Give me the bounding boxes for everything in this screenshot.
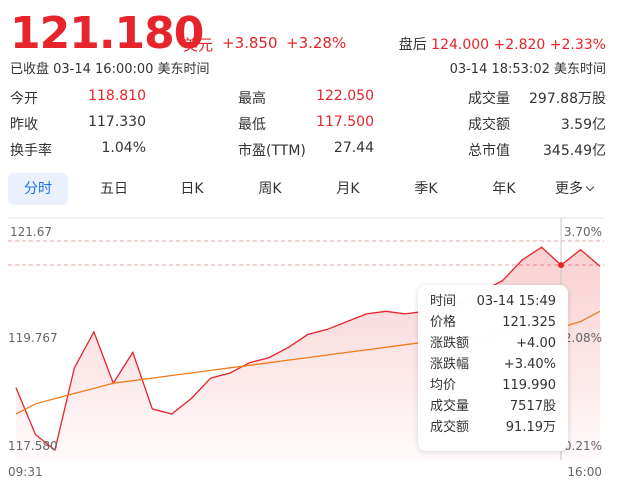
volume-label: 成交量 <box>468 91 510 107</box>
tooltip-price-label: 价格 <box>430 315 457 330</box>
high-label: 最高 <box>238 91 266 107</box>
tab-five-day[interactable]: 五日 <box>100 181 128 197</box>
high-value: 122.050 <box>316 88 374 104</box>
last-price: 121.180 <box>10 8 204 59</box>
x-axis-end-label: 16:00 <box>567 465 602 479</box>
after-hours-quote: 盘后 124.000 +2.820 +2.33% <box>399 34 606 54</box>
after-hours-change: +2.820 <box>493 37 546 53</box>
pct-axis-bottom-label: 0.21% <box>563 439 602 453</box>
turnover-label: 成交额 <box>468 117 510 133</box>
prev-close-label: 昨收 <box>10 117 38 133</box>
tooltip-pct: +3.40% <box>503 357 556 372</box>
after-hours-price: 124.000 <box>431 37 490 53</box>
pct-axis-mid-label: 2.08% <box>563 331 602 345</box>
after-hours-pct: +2.33% <box>549 37 606 53</box>
stats-grid: 今开 118.810 最高 122.050 成交量 297.88万股 昨收 11… <box>10 88 606 166</box>
tooltip-time: 03-14 15:49 <box>476 294 556 309</box>
volume-value: 297.88万股 <box>529 91 606 107</box>
after-hours-label: 盘后 <box>398 37 427 53</box>
pe-value: 27.44 <box>333 140 374 156</box>
tooltip-amount-label: 成交额 <box>430 420 470 435</box>
y-axis-mid-label: 119.767 <box>8 331 58 345</box>
tooltip-time-label: 时间 <box>430 294 457 309</box>
chart-tooltip: 时间 03-14 15:49 价格 121.325 涨跌额 +4.00 涨跌幅 +3.4… <box>418 285 568 451</box>
tooltip-vol-label: 成交量 <box>430 399 470 414</box>
chevron-down-icon <box>585 182 595 192</box>
tooltip-avg-label: 均价 <box>430 378 457 393</box>
tab-monthly-k[interactable]: 月K <box>336 181 360 197</box>
period-tabs: 分时 五日 日K 周K 月K 季K 年K 更多 <box>8 173 608 205</box>
tooltip-change: +4.00 <box>516 336 556 351</box>
turnover-value: 3.59亿 <box>560 117 606 133</box>
price-change-pct: +3.28% <box>286 34 347 52</box>
tooltip-price: 121.325 <box>502 315 556 330</box>
tab-yearly-k[interactable]: 年K <box>492 181 516 197</box>
open-value: 118.810 <box>88 88 146 104</box>
low-value: 117.500 <box>316 114 374 130</box>
tooltip-amount: 91.19万 <box>505 420 556 435</box>
tab-more[interactable]: 更多 <box>544 173 604 205</box>
currency-label: 美元 <box>183 36 214 54</box>
tab-more-label: 更多 <box>555 181 583 197</box>
open-label: 今开 <box>10 91 38 107</box>
low-label: 最低 <box>238 117 266 133</box>
x-axis-start-label: 09:31 <box>8 465 43 479</box>
pct-axis-top-label: 3.70% <box>563 225 602 239</box>
tab-weekly-k[interactable]: 周K <box>258 181 282 197</box>
turnover-rate-label: 换手率 <box>10 143 52 159</box>
market-cap-label: 总市值 <box>468 143 510 159</box>
tab-quarterly-k[interactable]: 季K <box>414 181 438 197</box>
tooltip-pct-label: 涨跌幅 <box>430 357 470 372</box>
tab-intraday[interactable]: 分时 <box>8 173 68 205</box>
pe-label: 市盈(TTM) <box>238 143 306 159</box>
after-hours-time: 03-14 18:53:02 美东时间 <box>449 62 606 77</box>
y-axis-bottom-label: 117.580 <box>8 439 58 453</box>
tab-daily-k[interactable]: 日K <box>180 181 204 197</box>
price-hover-dot <box>558 262 565 269</box>
market-cap-value: 345.49亿 <box>543 143 606 159</box>
tooltip-change-label: 涨跌额 <box>430 336 470 351</box>
prev-close-value: 117.330 <box>88 114 146 130</box>
market-status: 已收盘 03-14 16:00:00 美东时间 <box>10 62 210 77</box>
tooltip-avg: 119.990 <box>502 378 556 393</box>
tooltip-vol: 7517股 <box>509 399 556 414</box>
quote-header: 121.180 美元 +3.850 +3.28% 盘后 124.000 +2.8… <box>10 8 606 80</box>
turnover-rate-value: 1.04% <box>101 140 146 156</box>
y-axis-top-label: 121.67 <box>10 225 52 239</box>
price-change: +3.850 <box>222 34 278 52</box>
